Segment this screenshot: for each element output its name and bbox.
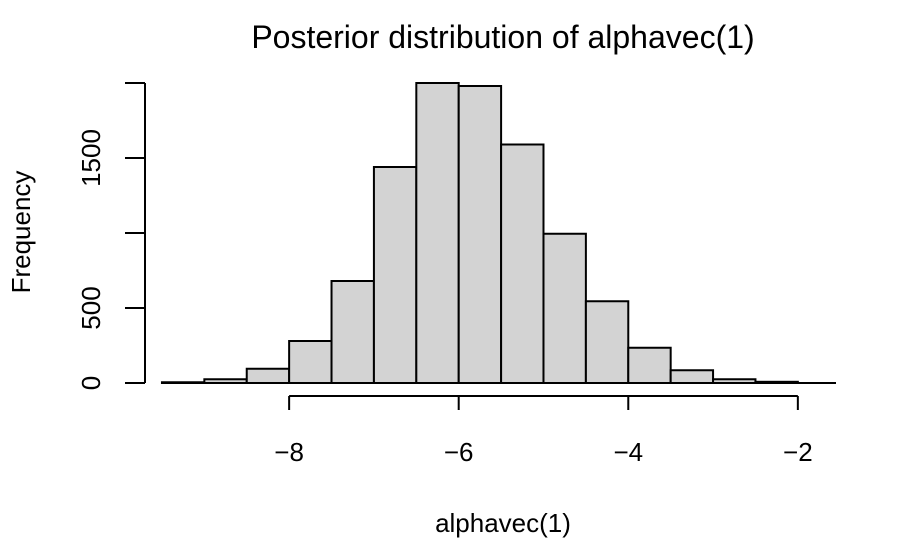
chart-title: Posterior distribution of alphavec(1)	[251, 19, 754, 55]
histogram-bar	[542, 232, 587, 384]
histogram-bar	[584, 300, 630, 384]
y-axis: 0 500 1500	[76, 82, 146, 390]
y-tick-label: 0	[76, 376, 106, 390]
histogram-bar	[669, 369, 715, 384]
histogram-bar	[330, 280, 375, 384]
x-tick-label: −8	[274, 437, 304, 467]
histogram-bar	[415, 82, 460, 384]
x-axis-label: alphavec(1)	[435, 508, 571, 538]
x-tick-label: −2	[783, 437, 813, 467]
y-tick-label: 1500	[76, 129, 106, 187]
x-axis: −8 −6 −4 −2	[170, 382, 836, 467]
y-axis-label: Frequency	[6, 171, 36, 294]
bars-group	[160, 82, 799, 384]
histogram-bar	[372, 166, 418, 384]
histogram-bar	[500, 143, 545, 384]
histogram-bar	[627, 346, 672, 384]
x-tick-label: −6	[444, 437, 474, 467]
histogram-bar	[457, 85, 503, 384]
x-tick-label: −4	[613, 437, 643, 467]
y-tick-label: 500	[76, 286, 106, 329]
histogram-bar	[245, 367, 291, 384]
histogram-bar	[288, 340, 333, 384]
